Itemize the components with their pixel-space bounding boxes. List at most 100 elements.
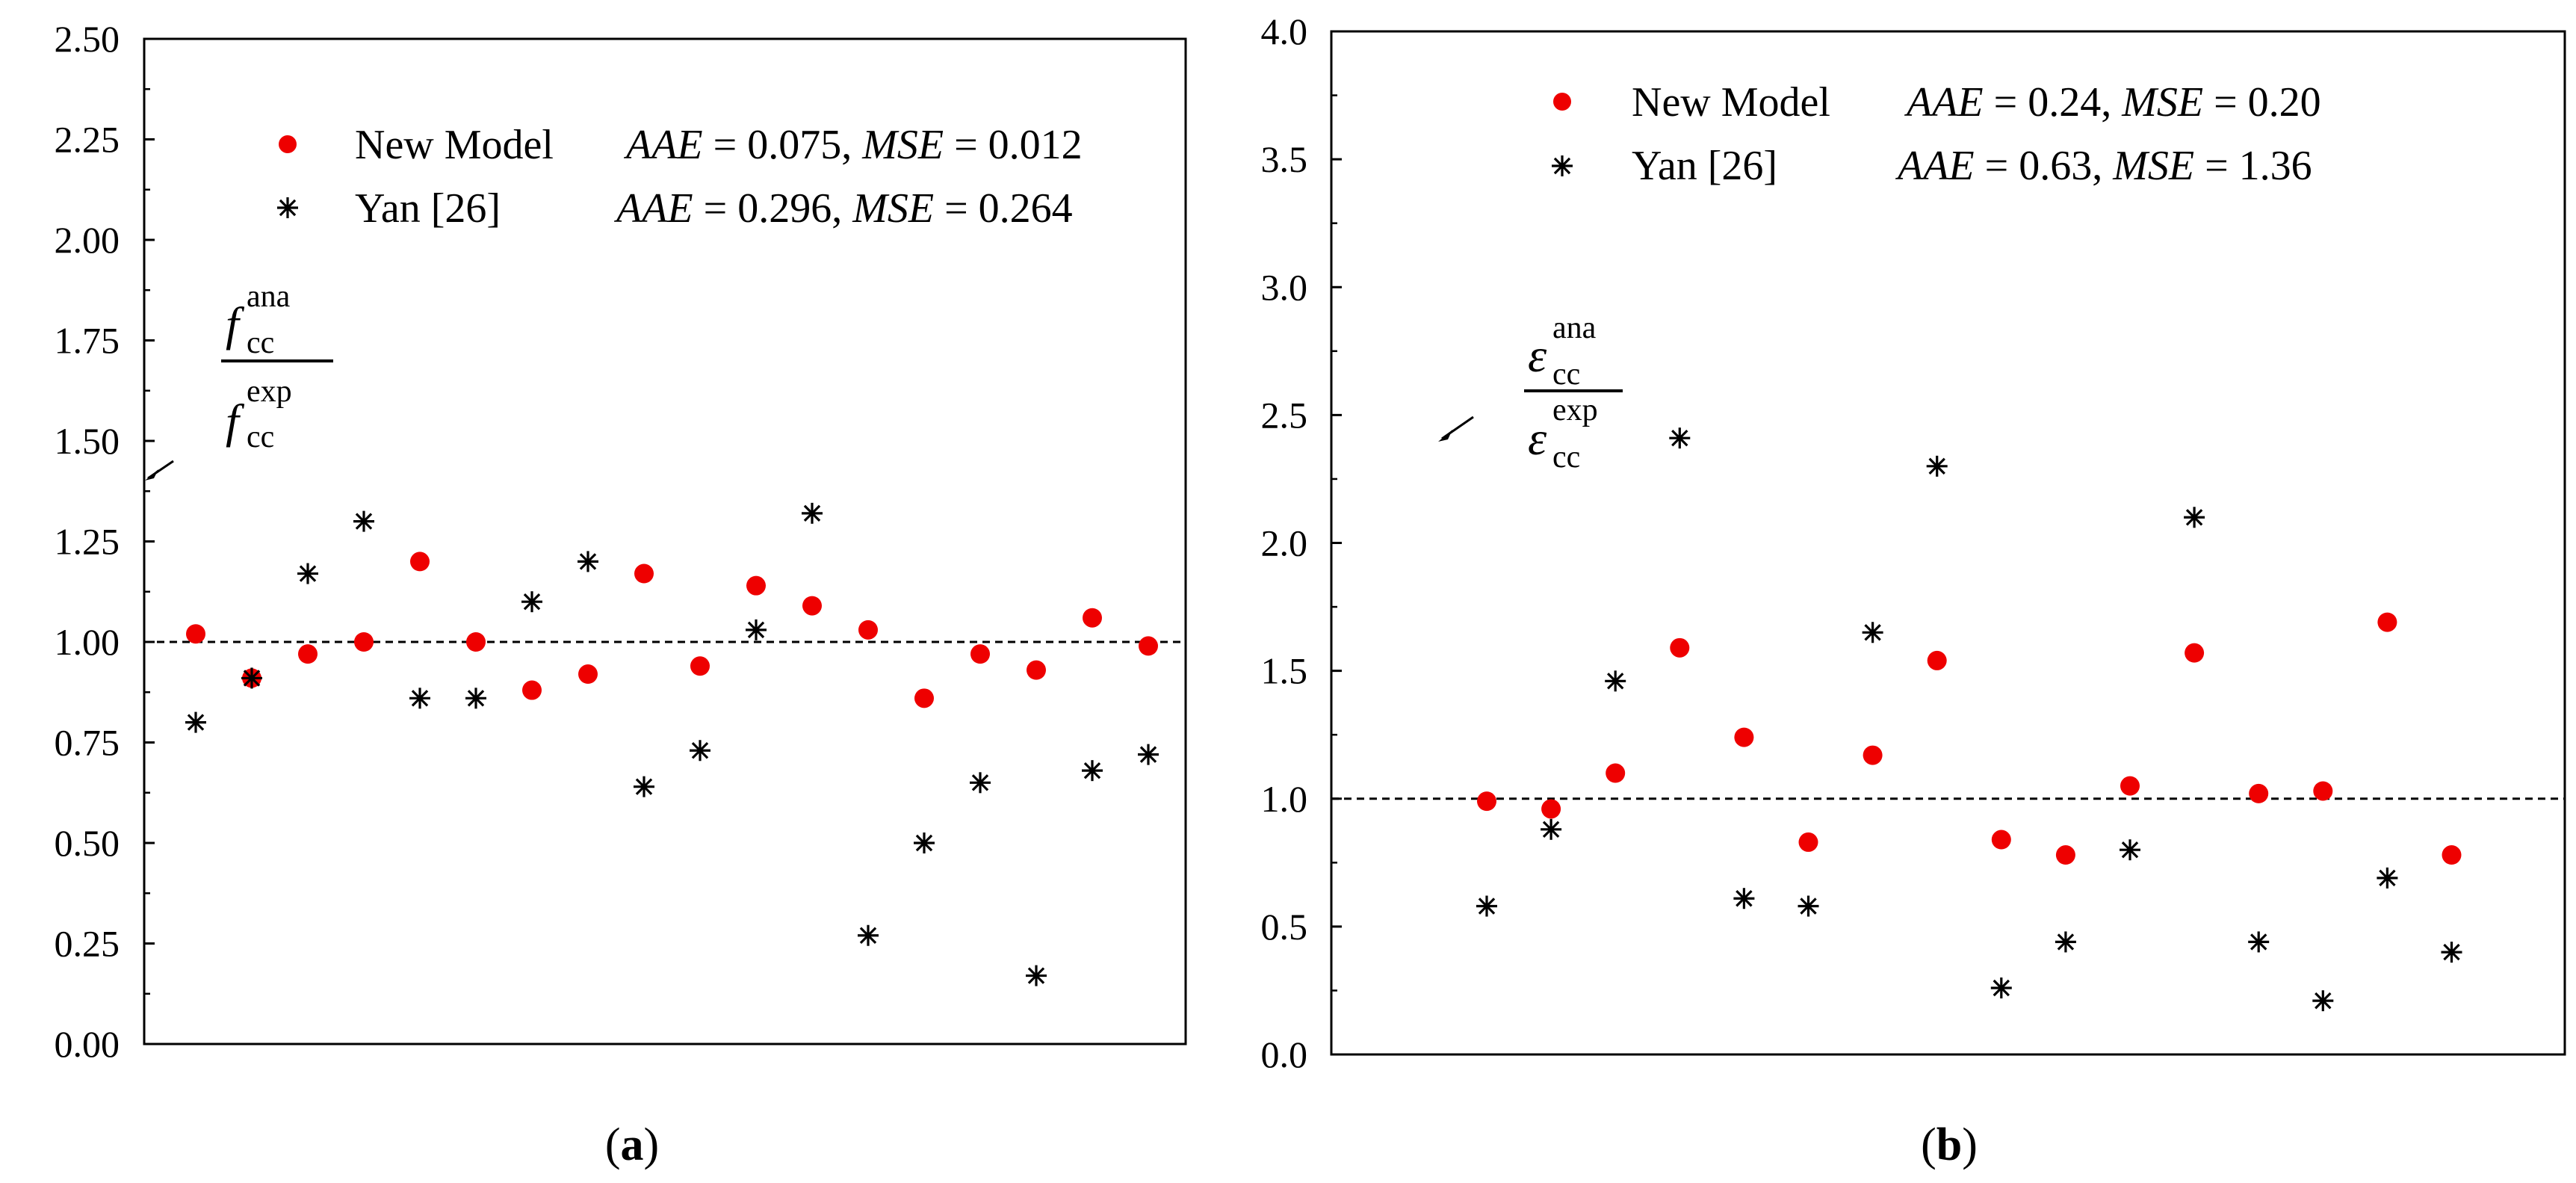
panel-b-label: (b) <box>1921 1119 1978 1170</box>
y-tick-label: 2.0 <box>1261 522 1308 564</box>
new-model-point <box>298 644 318 664</box>
new-model-point <box>522 680 542 700</box>
legend-new-model-stats: AAE = 0.24, MSE = 0.20 <box>1904 79 2321 126</box>
ratio-b-den-sub: cc <box>1552 440 1580 475</box>
y-tick-label: 0.5 <box>1261 906 1308 948</box>
panel-b-ratio-label: ε cc ana ε cc exp <box>1438 311 1623 475</box>
yan-point <box>690 740 710 762</box>
new-model-point <box>634 563 654 584</box>
new-model-point <box>2442 845 2462 865</box>
y-tick-label: 1.25 <box>55 521 120 563</box>
yan-point <box>241 667 262 689</box>
legend-yan-marker <box>1552 155 1573 176</box>
new-model-point <box>914 688 934 708</box>
ratio-a-num-sup: ana <box>247 279 291 314</box>
yan-point <box>2441 942 2462 963</box>
new-model-point <box>1139 636 1158 656</box>
new-model-point <box>970 644 990 664</box>
new-model-point <box>2185 643 2205 663</box>
legend-yan-label: Yan [26] <box>1632 143 1777 189</box>
ratio-b-num-sup: ana <box>1552 311 1597 345</box>
yan-point <box>802 502 823 524</box>
new-model-point <box>802 596 822 616</box>
new-model-point <box>2249 783 2269 803</box>
y-tick-label: 0.00 <box>55 1023 120 1065</box>
new-model-point <box>2055 845 2075 865</box>
new-model-point <box>1027 660 1046 680</box>
new-model-point <box>690 656 710 676</box>
panel-a: 0.00 0.25 0.50 0.75 1.00 1.25 1.50 1.75 2.00 2.25… <box>55 18 1187 1170</box>
yan-point <box>914 833 935 853</box>
new-model-point <box>2377 612 2397 632</box>
y-tick-label: 0.50 <box>55 822 120 864</box>
new-model-point <box>578 664 598 685</box>
legend-yan-marker <box>277 197 298 218</box>
legend-new-model-label: New Model <box>1632 79 1830 126</box>
panel-b-legend: New Model AAE = 0.24, MSE = 0.20 Yan [26… <box>1552 79 2321 189</box>
y-tick-label: 3.5 <box>1261 138 1308 180</box>
yan-point <box>465 688 486 709</box>
ratio-a-den-sup: exp <box>247 374 292 409</box>
yan-point <box>353 510 374 532</box>
ratio-b-num-sub: cc <box>1552 357 1580 392</box>
new-model-point <box>1734 727 1754 747</box>
ratio-a-num-sub: cc <box>247 326 274 360</box>
ratio-b-den-sup: exp <box>1552 393 1598 427</box>
ratio-a-numerator: f <box>226 297 245 350</box>
legend-yan-stats: AAE = 0.63, MSE = 1.36 <box>1895 143 2312 189</box>
panel-a-data-marks <box>185 502 1159 986</box>
panel-a-label: (a) <box>605 1119 659 1170</box>
yan-point <box>409 688 430 709</box>
yan-point <box>1476 895 1497 917</box>
yan-point <box>1026 965 1047 986</box>
new-model-point <box>1670 637 1690 658</box>
y-tick-label: 3.0 <box>1261 266 1308 308</box>
yan-point <box>2377 867 2398 889</box>
new-model-point <box>1541 799 1561 819</box>
yan-point <box>1669 427 1691 449</box>
yan-point <box>578 551 598 572</box>
new-model-point <box>746 575 766 596</box>
ratio-a-den-sub: cc <box>247 420 274 454</box>
yan-point <box>746 619 767 640</box>
yan-point <box>1926 455 1948 477</box>
yan-point <box>858 924 879 946</box>
ratio-a-denominator: f <box>226 395 245 448</box>
new-model-point <box>1991 830 2011 850</box>
y-tick-label: 2.5 <box>1261 394 1308 436</box>
new-model-point <box>1477 791 1496 812</box>
yan-point <box>1733 888 1755 909</box>
yan-point <box>1798 895 1819 917</box>
new-model-point <box>2313 781 2333 801</box>
legend-new-model-stats: AAE = 0.075, MSE = 0.012 <box>623 122 1083 168</box>
yan-point <box>2055 931 2076 953</box>
yan-point <box>2312 990 2334 1012</box>
yan-point <box>1862 622 1883 643</box>
new-model-point <box>2120 776 2140 796</box>
legend-yan-asterisk <box>1552 155 1573 176</box>
legend-yan-label: Yan [26] <box>355 185 501 232</box>
yan-point <box>970 772 991 794</box>
y-tick-label: 0.75 <box>55 722 120 764</box>
legend-new-model-marker <box>279 135 297 153</box>
panel-a-legend: New Model AAE = 0.075, MSE = 0.012 Yan [… <box>277 122 1083 232</box>
y-tick-label: 0.25 <box>55 923 120 965</box>
panel-a-y-axis: 0.00 0.25 0.50 0.75 1.00 1.25 1.50 1.75 2.00 2.25… <box>55 18 155 1065</box>
new-model-point <box>466 632 486 652</box>
yan-point <box>1990 977 2012 999</box>
y-tick-label: 1.0 <box>1261 778 1308 820</box>
yan-point <box>1605 670 1626 692</box>
y-tick-label: 2.25 <box>55 119 120 161</box>
panel-b: 0.0 0.5 1.0 1.5 2.0 2.5 3.0 3.5 4.0 New Model AA… <box>1261 10 2566 1170</box>
legend-yan-asterisk <box>277 197 298 218</box>
legend-new-model-label: New Model <box>355 122 554 168</box>
new-model-point <box>1863 745 1883 765</box>
legend-yan-stats: AAE = 0.296, MSE = 0.264 <box>613 185 1073 232</box>
new-model-point <box>410 552 430 572</box>
panel-b-y-axis: 0.0 0.5 1.0 1.5 2.0 2.5 3.0 3.5 4.0 <box>1261 10 1342 1075</box>
ratio-b-arrowhead <box>1438 430 1452 442</box>
ratio-b-denominator: ε <box>1528 412 1547 465</box>
new-model-point <box>1798 832 1818 852</box>
y-tick-label: 1.00 <box>55 621 120 663</box>
